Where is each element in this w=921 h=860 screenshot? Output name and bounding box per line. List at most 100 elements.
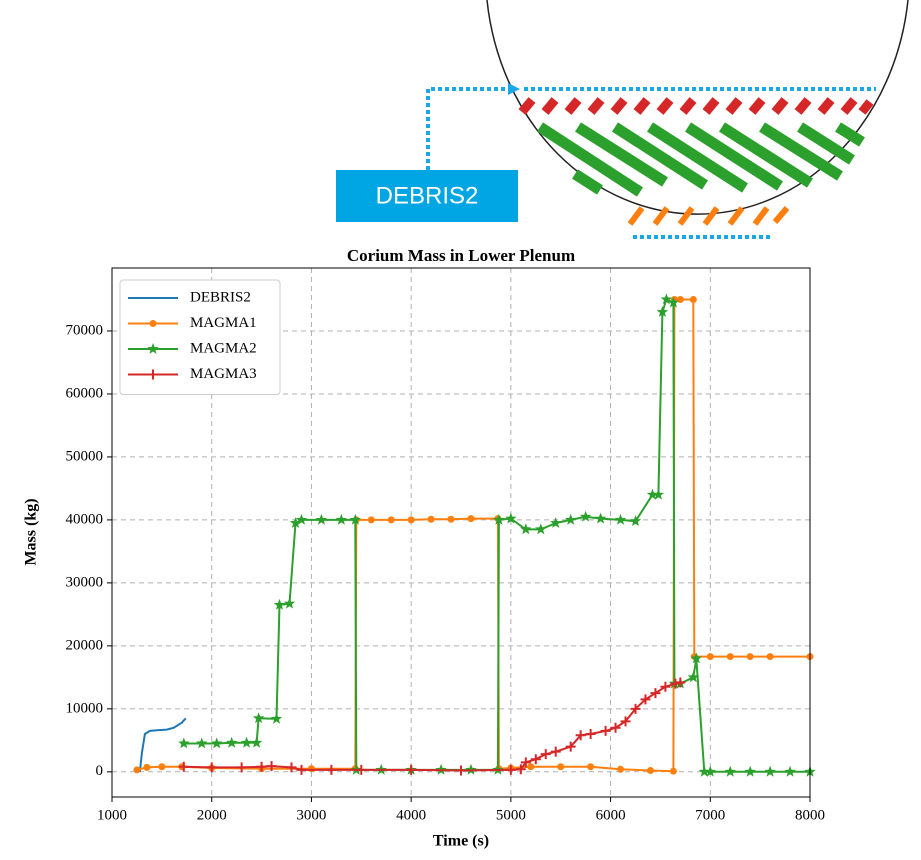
marker [646,488,659,500]
marker [587,763,595,771]
marker [667,296,680,308]
marker [178,761,189,772]
grid: 1000 2000 3000 4000 5000 6000 7000 8000 0 10000 20… [66,268,825,823]
marker [640,694,651,705]
marker [535,523,547,535]
marker [283,597,296,609]
x-tick-label: 5000 [496,807,526,823]
vessel-outline [486,0,909,215]
marker [178,737,190,749]
marker [456,765,466,776]
marker [289,517,302,528]
y-tick-label: 30000 [66,574,104,590]
marker [766,653,774,661]
y-tick-label: 0 [96,763,104,779]
chart-title: Corium Mass in Lower Plenum [347,246,575,265]
marker [206,762,217,773]
marker [557,763,565,771]
marker [600,725,611,736]
marker [652,488,665,500]
marker [273,598,286,610]
x-tick-label: 2000 [197,807,227,823]
x-tick-label: 6000 [596,807,626,823]
y-tick-label: 50000 [66,448,104,464]
marker [614,513,627,525]
legend-label: DEBRIS2 [190,289,251,305]
marker [447,515,455,523]
marker [266,761,277,772]
y-tick-label: 20000 [66,637,104,653]
marker [356,764,367,775]
marker [784,765,796,777]
marker [236,762,247,773]
green-layer [537,122,865,197]
marker [158,763,166,771]
marker [349,513,361,525]
marker [307,765,315,773]
vessel-diagram: DEBRIS2 [336,0,909,239]
marker [540,749,551,760]
marker [550,517,562,528]
marker [467,515,475,523]
marker [670,678,681,689]
marker [149,320,157,327]
marker [690,652,702,664]
marker [335,513,347,525]
marker [698,765,710,777]
x-tick-label: 3000 [296,807,326,823]
series-line [138,717,187,772]
marker [143,763,151,771]
legend-label: MAGMA2 [190,340,257,356]
marker [252,712,265,724]
marker [646,767,654,775]
x-tick-label: 4000 [396,807,426,823]
marker [196,737,208,749]
marker [148,369,158,380]
marker [620,716,631,727]
marker [660,681,671,692]
marker [724,765,736,777]
marker [594,512,607,524]
marker [515,764,526,775]
marker [296,764,307,775]
marker [565,513,577,525]
marker [565,741,576,752]
y-tick-label: 40000 [66,511,104,527]
arrow-head [508,83,520,95]
marker [579,510,592,522]
marker [520,523,532,535]
marker [706,653,714,661]
marker [675,677,686,688]
marker [387,516,395,524]
marker [726,653,734,661]
x-tick-label: 7000 [695,807,725,823]
x-tick-label: 1000 [97,807,127,823]
y-tick-label: 70000 [66,322,104,338]
y-tick-label: 10000 [66,700,104,716]
marker [315,513,328,525]
plot-frame [111,267,811,798]
marker [211,737,223,749]
marker [630,703,641,714]
debris-markers [426,87,876,239]
x-tick-label: 8000 [795,807,825,823]
marker [650,688,661,699]
marker [704,765,716,777]
legend-box [119,279,281,395]
marker [527,763,535,771]
marker [505,512,517,524]
marker [585,729,596,740]
annotation: DEBRIS2 [376,182,479,209]
marker [250,736,263,748]
marker [617,765,625,773]
marker [270,712,283,724]
marker [493,513,505,525]
marker [133,766,141,774]
marker [505,764,516,775]
marker [550,746,561,757]
marker [687,671,699,683]
label-box [336,170,518,222]
marker [656,306,669,317]
orange-layer [627,206,790,226]
marker [669,767,677,775]
